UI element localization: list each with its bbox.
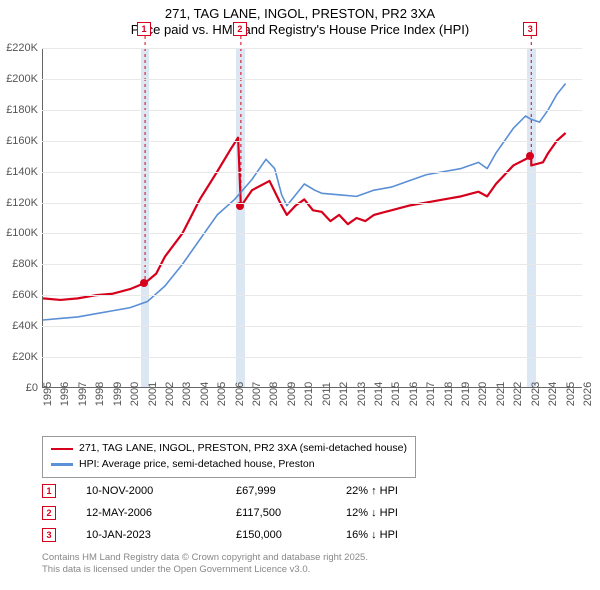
plot-area <box>42 48 582 388</box>
gridline <box>42 172 582 173</box>
y-tick-label: £80K <box>12 258 38 270</box>
sales-row: 1 10-NOV-2000£67,99922% ↑ HPI <box>42 480 466 502</box>
gridline <box>42 110 582 111</box>
gridline <box>42 233 582 234</box>
sales-row-delta: 22% ↑ HPI <box>346 485 466 497</box>
legend: 271, TAG LANE, INGOL, PRESTON, PR2 3XA (… <box>42 436 416 478</box>
x-tick-label: 2017 <box>425 382 437 406</box>
x-tick-label: 2006 <box>234 382 246 406</box>
x-tick-label: 2003 <box>181 382 193 406</box>
x-tick-label: 2018 <box>443 382 455 406</box>
sales-row-marker: 3 <box>42 528 56 542</box>
y-tick-label: £100K <box>6 227 38 239</box>
gridline <box>42 79 582 80</box>
sales-table: 1 10-NOV-2000£67,99922% ↑ HPI 2 12-MAY-2006… <box>42 480 466 546</box>
gridline <box>42 357 582 358</box>
gridline <box>42 295 582 296</box>
y-tick-label: £140K <box>6 166 38 178</box>
x-tick-label: 2010 <box>303 382 315 406</box>
chart-container: 271, TAG LANE, INGOL, PRESTON, PR2 3XA P… <box>0 0 600 590</box>
sales-row-delta: 12% ↓ HPI <box>346 507 466 519</box>
y-tick-label: £220K <box>6 42 38 54</box>
y-tick-label: £200K <box>6 73 38 85</box>
x-tick-label: 2015 <box>390 382 402 406</box>
x-tick-label: 2023 <box>530 382 542 406</box>
legend-label: HPI: Average price, semi-detached house,… <box>79 457 315 473</box>
x-tick-label: 2009 <box>286 382 298 406</box>
sales-row: 2 12-MAY-2006£117,50012% ↓ HPI <box>42 502 466 524</box>
sales-row-price: £150,000 <box>236 529 346 541</box>
legend-label: 271, TAG LANE, INGOL, PRESTON, PR2 3XA (… <box>79 441 407 457</box>
x-tick-label: 2013 <box>356 382 368 406</box>
legend-swatch <box>51 463 73 466</box>
x-tick-label: 2022 <box>512 382 524 406</box>
sales-row-price: £117,500 <box>236 507 346 519</box>
y-tick-label: £0 <box>26 382 38 394</box>
sales-row-marker: 2 <box>42 506 56 520</box>
sales-row: 3 10-JAN-2023£150,00016% ↓ HPI <box>42 524 466 546</box>
gridline <box>42 203 582 204</box>
x-tick-label: 2019 <box>460 382 472 406</box>
y-tick-label: £40K <box>12 320 38 332</box>
legend-row: HPI: Average price, semi-detached house,… <box>51 457 407 473</box>
gridline <box>42 48 582 49</box>
x-tick-label: 1996 <box>59 382 71 406</box>
sales-row-price: £67,999 <box>236 485 346 497</box>
y-tick-label: £60K <box>12 289 38 301</box>
x-tick-label: 2016 <box>408 382 420 406</box>
legend-swatch <box>51 448 73 451</box>
x-tick-label: 1995 <box>42 382 54 406</box>
title-line-1: 271, TAG LANE, INGOL, PRESTON, PR2 3XA <box>0 6 600 22</box>
x-tick-label: 2012 <box>338 382 350 406</box>
x-tick-label: 2008 <box>268 382 280 406</box>
x-tick-label: 2026 <box>582 382 594 406</box>
footer-line-2: This data is licensed under the Open Gov… <box>42 564 368 576</box>
sales-row-delta: 16% ↓ HPI <box>346 529 466 541</box>
footer-line-1: Contains HM Land Registry data © Crown c… <box>42 552 368 564</box>
footer: Contains HM Land Registry data © Crown c… <box>42 552 368 576</box>
series-property <box>43 133 566 300</box>
chart-lines-svg <box>43 48 582 387</box>
y-tick-label: £180K <box>6 104 38 116</box>
x-tick-label: 1999 <box>112 382 124 406</box>
x-tick-label: 2025 <box>565 382 577 406</box>
y-tick-label: £20K <box>12 351 38 363</box>
x-tick-label: 2007 <box>251 382 263 406</box>
x-tick-label: 2011 <box>321 382 333 406</box>
x-tick-label: 2014 <box>373 382 385 406</box>
y-tick-label: £160K <box>6 135 38 147</box>
x-tick-label: 1997 <box>77 382 89 406</box>
sales-row-date: 10-JAN-2023 <box>86 529 236 541</box>
x-tick-label: 2002 <box>164 382 176 406</box>
gridline <box>42 264 582 265</box>
x-tick-label: 2005 <box>216 382 228 406</box>
gridline <box>42 141 582 142</box>
sales-row-marker: 1 <box>42 484 56 498</box>
x-tick-label: 2020 <box>477 382 489 406</box>
x-tick-label: 2000 <box>129 382 141 406</box>
x-tick-label: 2004 <box>199 382 211 406</box>
legend-row: 271, TAG LANE, INGOL, PRESTON, PR2 3XA (… <box>51 441 407 457</box>
sales-row-date: 12-MAY-2006 <box>86 507 236 519</box>
sales-row-date: 10-NOV-2000 <box>86 485 236 497</box>
y-tick-label: £120K <box>6 197 38 209</box>
x-tick-label: 2001 <box>147 382 159 406</box>
x-tick-label: 1998 <box>94 382 106 406</box>
chart-title: 271, TAG LANE, INGOL, PRESTON, PR2 3XA P… <box>0 0 600 39</box>
x-tick-label: 2021 <box>495 382 507 406</box>
gridline <box>42 326 582 327</box>
title-line-2: Price paid vs. HM Land Registry's House … <box>0 22 600 38</box>
x-tick-label: 2024 <box>547 382 559 406</box>
